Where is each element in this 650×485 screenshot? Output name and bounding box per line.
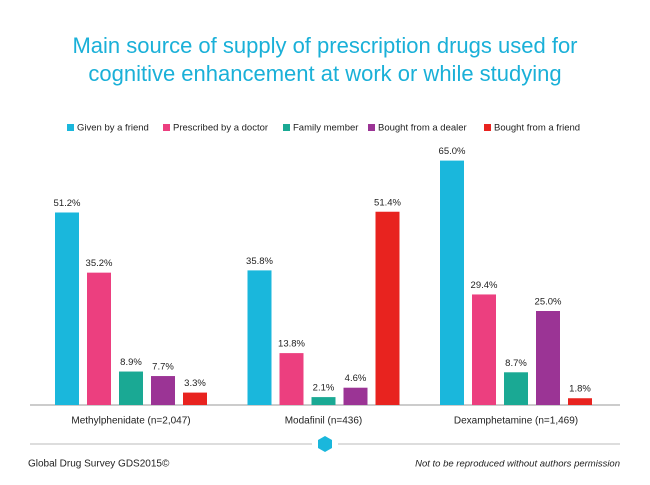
legend-swatch bbox=[67, 124, 74, 131]
bar bbox=[151, 376, 175, 405]
bar bbox=[183, 392, 207, 405]
bar bbox=[247, 270, 272, 405]
x-tick-label: Modafinil (n=436) bbox=[285, 416, 363, 427]
bar bbox=[375, 211, 400, 405]
legend-label: Bought from a dealer bbox=[378, 123, 467, 134]
legend-label: Prescribed by a doctor bbox=[173, 123, 268, 134]
value-label: 29.4% bbox=[471, 280, 498, 291]
value-label: 13.8% bbox=[278, 339, 305, 350]
legend-swatch bbox=[163, 124, 170, 131]
value-label: 8.9% bbox=[120, 357, 142, 368]
legend-label: Given by a friend bbox=[77, 123, 149, 134]
legend-swatch bbox=[368, 124, 375, 131]
value-label: 2.1% bbox=[313, 383, 335, 394]
bar bbox=[55, 212, 79, 405]
source: Global Drug Survey GDS2015© bbox=[28, 459, 170, 470]
legend-label: Family member bbox=[293, 123, 358, 134]
value-label: 1.8% bbox=[569, 384, 591, 395]
bar bbox=[343, 387, 368, 405]
value-label: 7.7% bbox=[152, 362, 174, 373]
value-label: 35.2% bbox=[86, 258, 113, 269]
value-label: 3.3% bbox=[184, 378, 206, 389]
legend-swatch bbox=[484, 124, 491, 131]
hexagon-icon bbox=[318, 436, 332, 452]
value-label: 8.7% bbox=[505, 358, 527, 369]
value-label: 65.0% bbox=[439, 146, 466, 157]
bar bbox=[311, 397, 336, 405]
x-tick-label: Dexamphetamine (n=1,469) bbox=[454, 416, 578, 427]
note: Not to be reproduced without authors per… bbox=[415, 459, 620, 470]
bar bbox=[568, 398, 592, 405]
value-label: 35.8% bbox=[246, 256, 273, 267]
bar bbox=[87, 272, 111, 405]
bar bbox=[472, 294, 496, 405]
value-label: 51.4% bbox=[374, 197, 401, 208]
chart-title: Main source of supply of prescription dr… bbox=[72, 33, 577, 58]
value-label: 4.6% bbox=[345, 373, 367, 384]
bar bbox=[440, 160, 464, 405]
value-label: 51.2% bbox=[54, 198, 81, 209]
bar bbox=[504, 372, 528, 405]
legend-swatch bbox=[283, 124, 290, 131]
bar bbox=[279, 353, 304, 405]
legend-label: Bought from a friend bbox=[494, 123, 580, 134]
bar bbox=[119, 371, 143, 405]
chart-title: cognitive enhancement at work or while s… bbox=[88, 61, 561, 86]
x-tick-label: Methylphenidate (n=2,047) bbox=[71, 416, 190, 427]
value-label: 25.0% bbox=[535, 297, 562, 308]
bar bbox=[536, 311, 560, 405]
